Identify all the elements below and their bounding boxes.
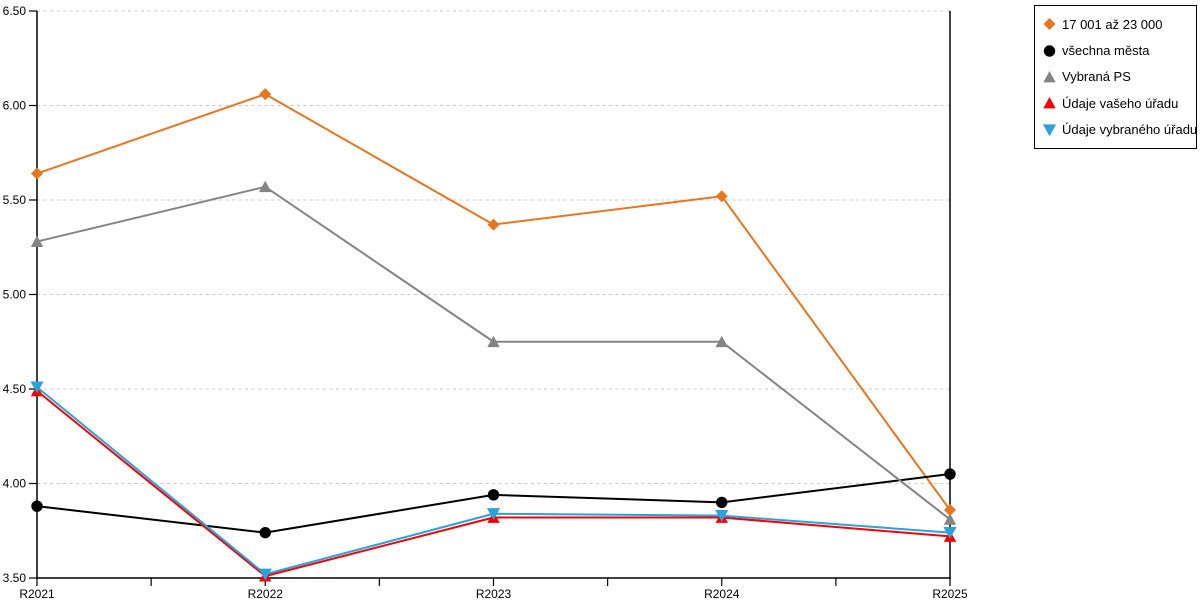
data-point-marker [258,568,272,581]
y-axis-label: 4.50 [3,382,27,396]
legend-label: Vybraná PS [1062,69,1131,85]
series-line-4 [36,386,951,576]
data-point-marker [487,218,500,231]
data-point-marker [487,489,500,501]
data-point-marker [944,468,956,480]
data-point-marker [31,167,43,180]
data-point-marker [716,496,728,509]
data-point-marker [259,526,271,539]
y-axis-label: 5.00 [3,288,27,302]
data-point-marker [715,510,729,522]
legend-item: 17 001 až 23 000 [1042,17,1190,32]
x-axis-label: R2021 [19,587,55,600]
data-point-marker [259,180,272,193]
triangle-down-icon [1042,124,1057,136]
legend-label: Údaje vybraného úřadu [1062,122,1198,138]
data-point-marker [31,500,43,512]
circle-icon [1043,44,1056,57]
data-point-marker [259,88,272,101]
legend-item: Údaje vašeho úřadu [1042,96,1190,111]
y-axis-label: 6.50 [3,4,27,18]
data-point-marker [944,503,956,516]
x-axis-label: R2024 [704,587,740,600]
data-point-marker [30,235,44,247]
legend-item: všechna města [1042,43,1190,58]
y-axis-label: 3.50 [3,571,27,585]
series-line-2 [36,185,951,521]
data-point-marker [487,335,500,348]
data-point-marker [715,335,728,348]
legend: 17 001 až 23 000 všechna města Vybraná PS Ú… [1034,5,1197,149]
data-point-marker [486,508,501,520]
x-axis-label: R2025 [932,587,968,600]
data-point-marker [943,513,957,525]
data-point-marker [943,527,957,539]
y-axis-label: 5.50 [3,193,27,207]
legend-label: všechna města [1062,43,1150,59]
data-point-marker [715,190,728,203]
y-axis-label: 4.00 [3,477,27,491]
x-axis-label: R2023 [476,587,512,600]
series-line-1 [36,473,951,534]
y-axis-label: 6.00 [3,99,27,113]
triangle-up-icon [1043,70,1056,83]
data-point-marker [30,381,44,394]
legend-label: 17 001 až 23 000 [1062,16,1163,32]
series-line-0 [36,93,951,511]
diamond-icon [1043,18,1056,31]
triangle-up-icon [1043,97,1056,109]
x-axis-label: R2022 [248,587,284,600]
legend-label: Údaje vašeho úřadu [1062,95,1179,111]
legend-item: Údaje vybraného úřadu [1042,122,1197,137]
legend-item: Vybraná PS [1042,69,1190,84]
